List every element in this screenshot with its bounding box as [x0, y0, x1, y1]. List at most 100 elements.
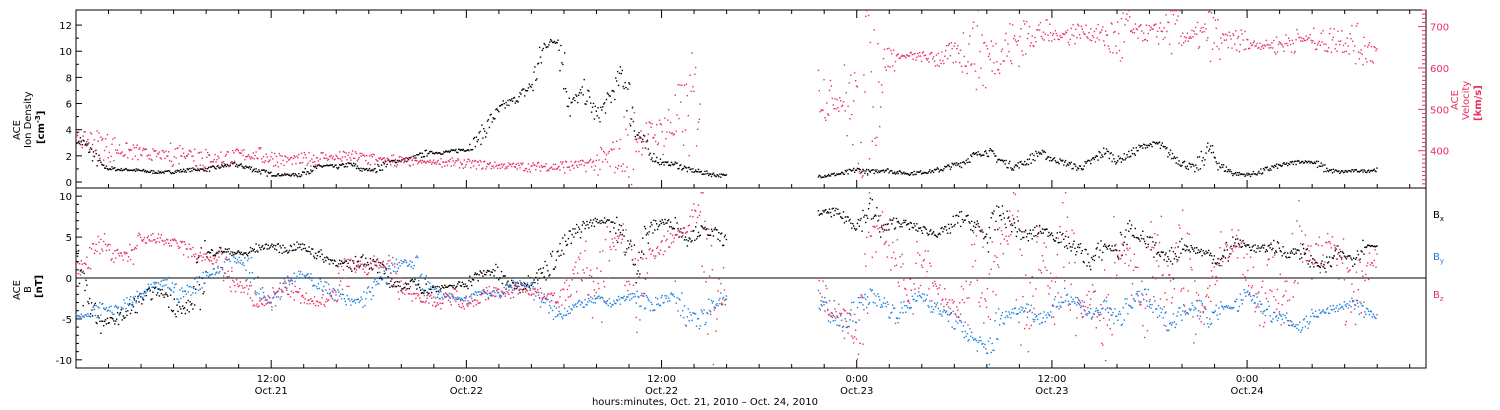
data-point: [996, 161, 998, 163]
data-point: [967, 61, 969, 63]
data-point: [1164, 146, 1166, 148]
data-point: [598, 159, 600, 161]
data-point: [1143, 39, 1146, 41]
data-point: [94, 150, 96, 152]
data-point: [1216, 45, 1218, 48]
data-point: [699, 171, 701, 173]
data-point: [517, 101, 519, 103]
data-point: [673, 228, 675, 230]
data-point: [297, 176, 299, 178]
data-point: [1018, 167, 1020, 169]
data-point: [1227, 168, 1229, 171]
data-point: [1009, 23, 1011, 25]
data-point: [247, 252, 250, 254]
data-point: [709, 234, 712, 236]
data-point: [283, 164, 285, 167]
data-point: [1170, 52, 1173, 55]
data-point: [1126, 243, 1128, 246]
data-point: [495, 165, 497, 168]
data-point: [234, 149, 237, 152]
data-point: [532, 286, 534, 288]
data-point: [377, 163, 379, 166]
data-point: [1004, 163, 1006, 165]
data-point: [937, 307, 939, 310]
data-point: [86, 315, 88, 318]
data-point: [888, 316, 890, 318]
data-point: [895, 172, 898, 174]
data-point: [700, 309, 702, 311]
data-point: [162, 171, 164, 173]
data-point: [1207, 251, 1209, 254]
data-point: [949, 168, 952, 170]
data-point: [154, 283, 156, 285]
data-point: [116, 307, 119, 310]
data-point: [554, 163, 557, 165]
data-point: [932, 308, 935, 311]
data-point: [153, 286, 155, 288]
data-point: [617, 164, 620, 167]
data-point: [1051, 232, 1053, 234]
data-point: [1121, 254, 1123, 256]
data-point: [389, 268, 391, 270]
data-point: [539, 56, 542, 58]
data-point: [932, 170, 934, 172]
data-point: [917, 230, 919, 232]
data-point: [374, 163, 376, 165]
data-point: [108, 322, 110, 324]
data-point: [229, 253, 231, 255]
data-point: [707, 312, 709, 315]
data-point: [883, 171, 886, 173]
data-point: [1321, 41, 1323, 43]
data-point: [157, 153, 160, 155]
data-point: [127, 157, 129, 159]
data-point: [1024, 231, 1026, 233]
data-point: [155, 171, 157, 174]
data-point: [1320, 162, 1322, 164]
data-point: [366, 169, 369, 172]
data-point: [845, 170, 847, 173]
data-point: [168, 170, 171, 172]
data-point: [1208, 249, 1210, 252]
data-point: [906, 224, 908, 226]
data-point: [572, 228, 574, 230]
data-point: [1042, 232, 1044, 234]
data-point: [1239, 239, 1241, 241]
data-point: [1102, 26, 1104, 28]
data-point: [1044, 151, 1046, 154]
data-point: [575, 303, 577, 305]
data-point: [892, 65, 894, 67]
data-point: [643, 295, 645, 297]
data-point: [638, 150, 640, 153]
data-point: [273, 296, 275, 298]
data-point: [479, 159, 481, 162]
data-point: [1213, 156, 1215, 158]
data-point: [562, 317, 564, 320]
data-point: [343, 166, 346, 168]
data-point: [1341, 51, 1344, 53]
data-point: [938, 313, 940, 315]
data-point: [1257, 47, 1259, 49]
data-point: [170, 309, 173, 311]
top-left-tick-label: 10: [59, 47, 72, 58]
data-point: [314, 166, 317, 168]
data-point: [691, 240, 693, 242]
data-point: [955, 61, 957, 63]
data-point: [1244, 175, 1246, 177]
data-point: [1301, 160, 1303, 163]
data-point: [1288, 162, 1290, 165]
data-point: [1293, 253, 1295, 255]
data-point: [414, 159, 416, 162]
data-point: [487, 270, 490, 272]
data-point: [147, 283, 149, 285]
data-point: [885, 169, 887, 172]
data-point: [606, 300, 609, 302]
data-point: [144, 148, 147, 150]
data-point: [114, 306, 116, 308]
data-point: [439, 152, 441, 154]
data-point: [379, 262, 382, 264]
data-point: [538, 46, 541, 49]
data-point: [958, 163, 960, 165]
data-point: [1064, 161, 1066, 163]
data-point: [702, 227, 704, 229]
data-point: [676, 296, 678, 299]
